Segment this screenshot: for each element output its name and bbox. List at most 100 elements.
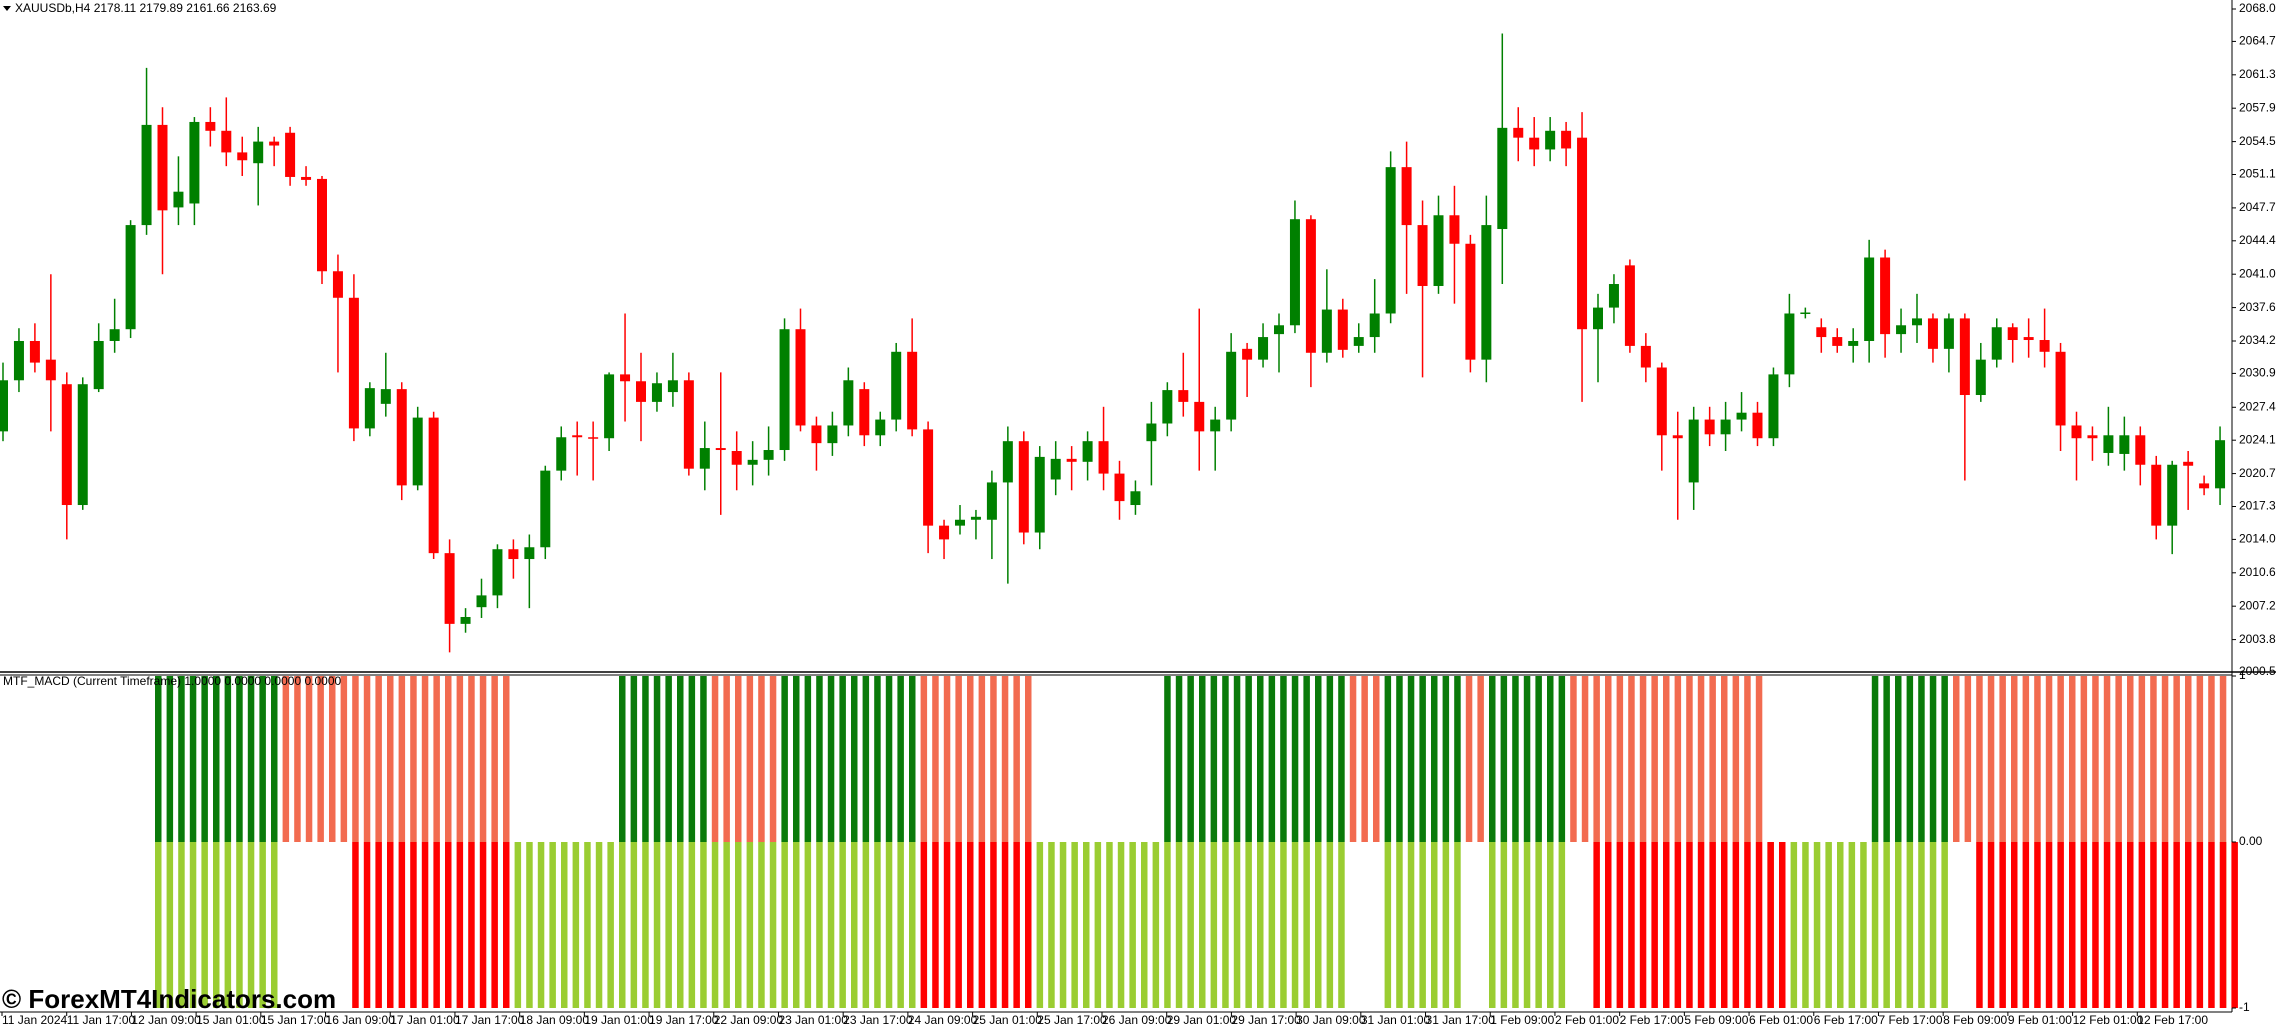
histogram-bar <box>653 676 661 842</box>
histogram-bar <box>1419 676 1426 842</box>
histogram-bar <box>711 842 719 1008</box>
histogram-bar <box>630 842 638 1008</box>
histogram-bar <box>1674 676 1682 842</box>
candle-body <box>61 384 72 506</box>
candle-body <box>1433 215 1444 286</box>
histogram-bar <box>874 842 881 1008</box>
histogram-bar <box>2045 676 2053 842</box>
histogram-bar <box>1280 676 1287 842</box>
histogram-bar <box>1871 842 1879 1008</box>
candle-body <box>1417 225 1428 286</box>
histogram-bar <box>607 842 614 1008</box>
histogram-bar <box>1257 842 1264 1008</box>
candle-body <box>1034 456 1045 533</box>
histogram-bar <box>1117 842 1125 1008</box>
candle-body <box>2007 327 2018 341</box>
histogram-bar <box>1616 676 1624 842</box>
histogram-bar <box>1860 842 1867 1008</box>
histogram-bar <box>247 676 255 842</box>
candle-body <box>45 359 56 381</box>
candle-body <box>1880 257 1891 335</box>
histogram-bar <box>445 842 452 1008</box>
x-tick-label: 7 Feb 17:00 <box>1878 1013 1942 1027</box>
histogram-bar <box>572 842 580 1008</box>
histogram-bar <box>862 842 870 1008</box>
candle-body <box>747 459 758 465</box>
histogram-bar <box>700 676 707 842</box>
candle-body <box>13 340 24 381</box>
candle-body <box>699 448 710 469</box>
candle-body <box>1353 337 1364 346</box>
candle-body <box>189 121 200 204</box>
candle-body <box>843 380 854 426</box>
histogram-bar <box>990 842 997 1008</box>
histogram-bar <box>2231 842 2238 1008</box>
histogram-bar <box>363 676 371 842</box>
candle-body <box>1226 351 1237 420</box>
histogram-bar <box>421 676 429 842</box>
histogram-bar <box>1384 676 1392 842</box>
histogram-bar <box>1431 842 1438 1008</box>
histogram-bar <box>1210 676 1218 842</box>
x-tick-label: 19 Jan 01:00 <box>584 1013 654 1027</box>
histogram-bar <box>967 842 974 1008</box>
histogram-bar <box>1303 676 1310 842</box>
histogram-bar <box>735 842 742 1008</box>
histogram-bar <box>2127 676 2134 842</box>
histogram-bar <box>1245 676 1252 842</box>
x-tick-label: 29 Jan 01:00 <box>1167 1013 1237 1027</box>
histogram-bar <box>595 842 603 1008</box>
candle-body <box>1912 318 1922 326</box>
histogram-bar <box>746 676 754 842</box>
y-tick-label: 2044.40 <box>2239 233 2276 247</box>
histogram-bar <box>642 842 649 1008</box>
histogram-bar <box>1616 842 1624 1008</box>
histogram-bar <box>619 676 626 842</box>
candle-body <box>1593 307 1603 330</box>
chart-title: XAUUSDb,H4 2178.11 2179.89 2161.66 2163.… <box>15 1 277 15</box>
candle-body <box>572 435 583 438</box>
histogram-bar <box>352 676 359 842</box>
histogram-bar <box>2080 676 2088 842</box>
histogram-bar <box>155 842 162 1008</box>
histogram-bar <box>700 842 707 1008</box>
histogram-bar <box>1407 842 1415 1008</box>
candle-body <box>2167 464 2178 526</box>
x-tick-label: 12 Feb 01:00 <box>2073 1013 2144 1027</box>
y-tick-label: 2034.20 <box>2239 333 2276 347</box>
candle-body <box>891 351 902 420</box>
y-tick-label: 2030.90 <box>2239 366 2276 380</box>
histogram-bar <box>491 676 498 842</box>
histogram-bar <box>410 676 417 842</box>
y-tick-label: 2041.00 <box>2239 266 2276 280</box>
histogram-bar <box>1639 676 1647 842</box>
histogram-bar <box>920 676 928 842</box>
histogram-bar <box>1941 842 1948 1008</box>
candle-body <box>1321 309 1332 353</box>
histogram-bar <box>711 676 719 842</box>
histogram-bar <box>236 842 243 1008</box>
candle-body <box>923 429 934 526</box>
histogram-bar <box>851 842 858 1008</box>
histogram-bar <box>1674 842 1682 1008</box>
x-tick-label: 17 Jan 17:00 <box>455 1013 525 1027</box>
histogram-bar <box>1361 676 1368 842</box>
x-tick-label: 12 Jan 09:00 <box>131 1013 201 1027</box>
candle-body <box>1656 367 1667 436</box>
x-tick-label: 12 Feb 17:00 <box>2137 1013 2208 1027</box>
candle-body <box>1991 327 2002 360</box>
histogram-bar <box>1199 676 1206 842</box>
histogram-bar <box>189 842 197 1008</box>
histogram-bar <box>526 842 533 1008</box>
candle-body <box>763 450 774 460</box>
histogram-bar <box>1059 842 1067 1008</box>
y-tick-label: 2068.00 <box>2239 1 2276 15</box>
histogram-bar <box>816 842 823 1008</box>
histogram-bar <box>1512 842 1519 1008</box>
histogram-bar <box>688 676 696 842</box>
y-tick-label: 2010.60 <box>2239 565 2276 579</box>
histogram-bar <box>433 842 440 1008</box>
histogram-bar <box>1639 842 1647 1008</box>
histogram-bar <box>1106 842 1113 1008</box>
